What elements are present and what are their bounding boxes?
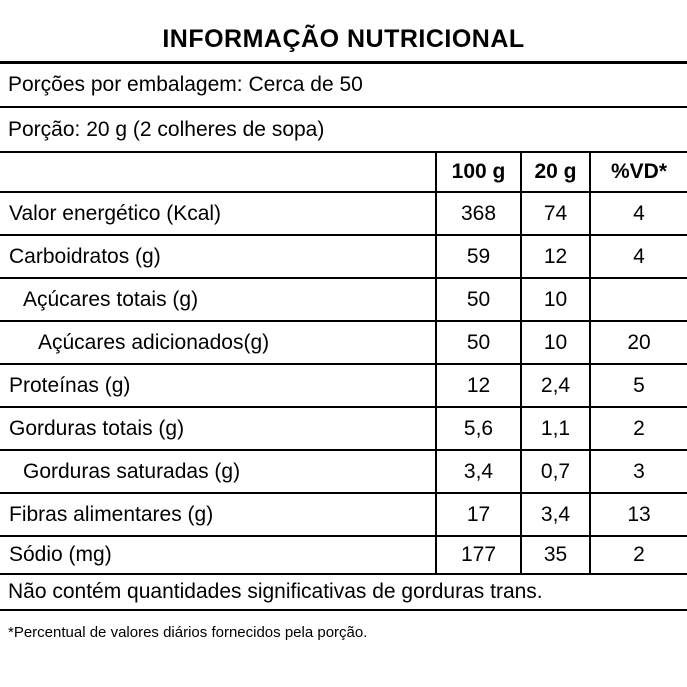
value-per-100g: 12 xyxy=(435,365,520,406)
table-row-energy: Valor energético (Kcal) 368 74 4 xyxy=(0,193,687,236)
column-header-percent-dv: %VD* xyxy=(589,153,687,191)
daily-value-footnote-row: *Percentual de valores diários fornecido… xyxy=(0,611,687,641)
table-row-carbs: Carboidratos (g) 59 12 4 xyxy=(0,236,687,279)
value-percent-dv: 4 xyxy=(589,193,687,234)
column-header-100g: 100 g xyxy=(435,153,520,191)
nutrient-label: Sódio (mg) xyxy=(9,543,112,566)
portion-size-row: Porção: 20 g (2 colheres de sopa) xyxy=(0,108,687,153)
nutrient-label: Carboidratos (g) xyxy=(9,244,161,268)
value-per-100g: 177 xyxy=(435,537,520,573)
value-percent-dv: 3 xyxy=(589,451,687,492)
nutrient-label: Açúcares adicionados(g) xyxy=(38,330,270,354)
table-row-saturated-fat: Gorduras saturadas (g) 3,4 0,7 3 xyxy=(0,451,687,494)
value-per-20g: 12 xyxy=(520,236,589,277)
table-row-added-sugars: Açúcares adicionados(g) 50 10 20 xyxy=(0,322,687,365)
table-header-row: 100 g 20 g %VD* xyxy=(0,153,687,193)
value-percent-dv: 2 xyxy=(589,408,687,449)
servings-per-package-text: Porções por embalagem: Cerca de 50 xyxy=(8,73,363,96)
nutrient-label: Valor energético (Kcal) xyxy=(9,201,222,225)
nutrient-label: Gorduras saturadas (g) xyxy=(23,459,241,483)
value-per-20g: 0,7 xyxy=(520,451,589,492)
value-per-100g: 17 xyxy=(435,494,520,535)
value-per-20g: 74 xyxy=(520,193,589,234)
table-row-sodium: Sódio (mg) 177 35 2 xyxy=(0,537,687,575)
value-percent-dv: 13 xyxy=(589,494,687,535)
value-per-100g: 59 xyxy=(435,236,520,277)
nutrient-label: Gorduras totais (g) xyxy=(9,416,185,440)
value-per-100g: 368 xyxy=(435,193,520,234)
value-percent-dv: 5 xyxy=(589,365,687,406)
table-row-total-sugars: Açúcares totais (g) 50 10 xyxy=(0,279,687,322)
value-per-20g: 2,4 xyxy=(520,365,589,406)
daily-value-footnote: *Percentual de valores diários fornecido… xyxy=(8,624,368,641)
value-percent-dv xyxy=(589,279,687,320)
trans-fat-statement: Não contém quantidades significativas de… xyxy=(8,580,543,603)
value-per-20g: 10 xyxy=(520,322,589,363)
value-per-20g: 1,1 xyxy=(520,408,589,449)
value-percent-dv: 2 xyxy=(589,537,687,573)
nutrient-label: Proteínas (g) xyxy=(9,373,131,397)
servings-per-package-row: Porções por embalagem: Cerca de 50 xyxy=(0,64,687,108)
value-per-20g: 10 xyxy=(520,279,589,320)
nutrient-label: Açúcares totais (g) xyxy=(23,287,199,311)
nutrient-label: Fibras alimentares (g) xyxy=(9,502,214,526)
portion-size-text: Porção: 20 g (2 colheres de sopa) xyxy=(8,117,325,141)
value-per-100g: 50 xyxy=(435,279,520,320)
page-title: INFORMAÇÃO NUTRICIONAL xyxy=(162,25,525,53)
trans-fat-statement-row: Não contém quantidades significativas de… xyxy=(0,575,687,611)
label-header: INFORMAÇÃO NUTRICIONAL xyxy=(0,0,687,64)
value-per-100g: 3,4 xyxy=(435,451,520,492)
value-percent-dv: 20 xyxy=(589,322,687,363)
table-row-fiber: Fibras alimentares (g) 17 3,4 13 xyxy=(0,494,687,537)
value-per-20g: 35 xyxy=(520,537,589,573)
value-per-100g: 5,6 xyxy=(435,408,520,449)
table-row-total-fat: Gorduras totais (g) 5,6 1,1 2 xyxy=(0,408,687,451)
value-percent-dv: 4 xyxy=(589,236,687,277)
table-row-protein: Proteínas (g) 12 2,4 5 xyxy=(0,365,687,408)
value-per-100g: 50 xyxy=(435,322,520,363)
column-header-20g: 20 g xyxy=(520,153,589,191)
nutrient-column-header-empty xyxy=(0,153,435,191)
value-per-20g: 3,4 xyxy=(520,494,589,535)
